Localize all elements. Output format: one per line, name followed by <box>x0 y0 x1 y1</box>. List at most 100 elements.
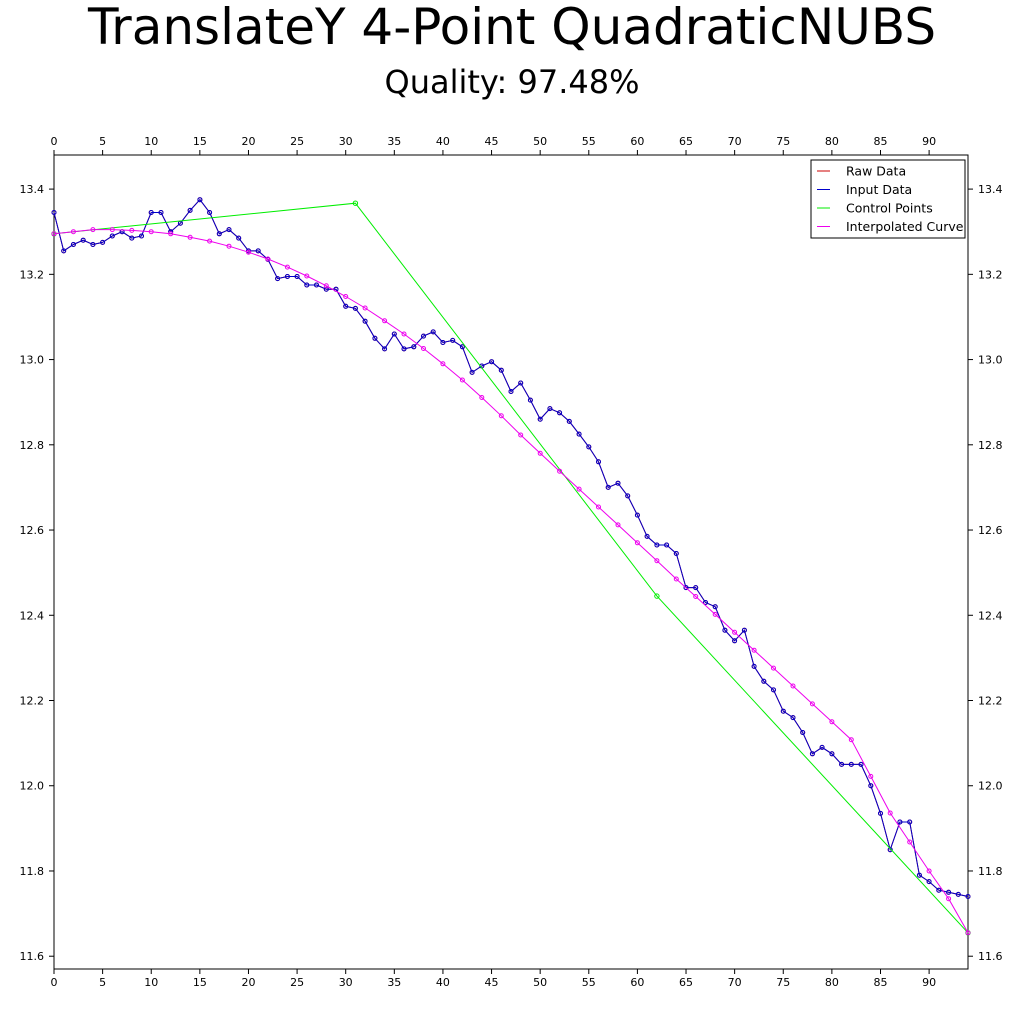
x-tick-label-bottom: 85 <box>873 976 887 989</box>
data-point-interpolated-curve <box>868 773 874 779</box>
y-tick-label-right: 13.0 <box>978 354 1003 367</box>
data-point-input-data <box>372 335 378 341</box>
data-point-input-data <box>440 340 446 345</box>
data-point-input-data <box>508 389 514 394</box>
data-point-interpolated-curve <box>304 273 310 279</box>
data-point-interpolated-curve <box>90 227 96 233</box>
plot-frame <box>53 154 969 970</box>
x-tick-label-bottom: 80 <box>825 976 839 989</box>
chart-subtitle: Quality: 97.48% <box>384 63 640 101</box>
y-tick-label-right: 12.0 <box>978 780 1003 793</box>
x-tick-label-bottom: 0 <box>51 976 58 989</box>
data-point-input-data <box>284 274 290 279</box>
data-point-interpolated-curve <box>809 701 815 707</box>
data-point-interpolated-curve <box>946 896 952 902</box>
data-point-input-data <box>673 551 679 556</box>
data-point-input-data <box>868 783 874 789</box>
data-point-input-data <box>897 819 903 825</box>
data-point-input-data <box>430 329 436 335</box>
data-point-input-data <box>596 459 601 465</box>
data-point-input-data <box>498 367 504 373</box>
data-point-interpolated-curve <box>265 256 271 262</box>
data-point-input-data <box>936 887 942 893</box>
data-point-interpolated-curve <box>51 231 57 237</box>
legend-label: Raw Data <box>846 164 906 179</box>
data-point-input-data <box>148 210 154 215</box>
data-point-input-data <box>80 237 86 243</box>
data-point-input-data <box>352 305 358 311</box>
data-point-interpolated-curve <box>187 234 193 240</box>
data-point-input-data <box>751 663 757 669</box>
data-point-interpolated-curve <box>654 558 660 564</box>
data-point-input-data <box>858 761 864 767</box>
data-point-interpolated-curve <box>459 377 465 383</box>
data-point-input-data <box>518 380 524 386</box>
data-point-input-data <box>537 416 543 422</box>
data-point-interpolated-curve <box>634 540 640 546</box>
data-point-interpolated-curve <box>537 450 543 456</box>
data-point-interpolated-curve <box>848 737 854 743</box>
series-interpolated-curve <box>51 227 971 936</box>
y-tick-label-right: 12.4 <box>978 609 1003 622</box>
x-tick-label-top: 45 <box>485 135 499 148</box>
data-point-input-data <box>207 210 213 215</box>
data-point-interpolated-curve <box>771 665 776 671</box>
x-tick-label-bottom: 40 <box>436 976 450 989</box>
data-point-input-data <box>848 761 854 767</box>
data-point-input-data <box>197 197 203 203</box>
data-point-control-points <box>352 200 359 206</box>
data-point-input-data <box>236 235 242 241</box>
data-point-input-data <box>654 542 660 548</box>
axis-ticks: 0055101015152020252530303535404045455050… <box>20 135 1003 989</box>
x-tick-label-bottom: 15 <box>193 976 207 989</box>
data-point-input-data <box>780 708 786 714</box>
chart-title: TranslateY 4-Point QuadraticNUBS <box>87 0 937 56</box>
data-point-interpolated-curve <box>362 305 368 311</box>
data-point-interpolated-curve <box>790 683 796 689</box>
x-tick-label-top: 80 <box>825 135 839 148</box>
data-point-interpolated-curve <box>887 810 893 816</box>
data-point-input-data <box>790 715 796 721</box>
data-point-interpolated-curve <box>712 611 718 617</box>
data-point-input-data <box>255 248 261 254</box>
data-point-input-data <box>664 542 670 548</box>
y-tick-label-right: 12.6 <box>978 524 1003 537</box>
data-point-input-data <box>703 600 708 605</box>
y-tick-label-left: 12.8 <box>20 439 45 452</box>
x-tick-label-bottom: 5 <box>99 976 106 989</box>
data-point-input-data <box>275 276 281 282</box>
data-point-input-data <box>459 344 465 350</box>
data-point-interpolated-curve <box>382 318 388 324</box>
data-point-input-data <box>722 627 728 633</box>
x-tick-label-bottom: 90 <box>922 976 936 989</box>
data-point-input-data <box>547 406 553 412</box>
data-point-input-data <box>61 248 67 254</box>
data-point-input-data <box>100 239 106 245</box>
x-tick-label-bottom: 20 <box>241 976 255 989</box>
data-point-interpolated-curve <box>576 486 582 492</box>
data-point-input-data <box>819 744 825 750</box>
x-tick-label-top: 75 <box>776 135 790 148</box>
data-point-input-data <box>343 303 349 309</box>
data-point-input-data <box>557 410 563 416</box>
data-point-input-data <box>712 604 718 610</box>
y-tick-label-right: 12.2 <box>978 695 1003 708</box>
data-point-input-data <box>644 533 650 539</box>
data-point-input-data <box>216 231 222 237</box>
data-point-interpolated-curve <box>109 227 115 233</box>
legend: Raw Data Input Data Control Points Interpol… <box>810 159 966 239</box>
y-tick-label-left: 13.0 <box>20 354 45 367</box>
x-tick-label-top: 15 <box>193 135 207 148</box>
y-tick-label-right: 11.8 <box>978 865 1003 878</box>
series-layer <box>51 197 971 936</box>
x-tick-label-top: 10 <box>144 135 158 148</box>
x-tick-label-bottom: 60 <box>630 976 644 989</box>
data-point-input-data <box>693 585 699 591</box>
data-point-interpolated-curve <box>70 229 76 235</box>
x-tick-label-bottom: 65 <box>679 976 693 989</box>
data-point-input-data <box>741 627 747 633</box>
x-tick-label-top: 85 <box>873 135 887 148</box>
data-point-interpolated-curve <box>284 264 290 270</box>
series-control-points <box>51 200 971 936</box>
data-point-input-data <box>450 337 456 343</box>
